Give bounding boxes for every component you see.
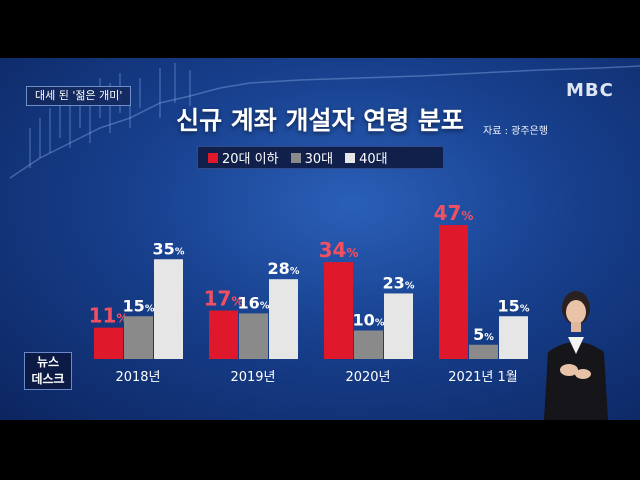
bar-40s: [384, 293, 413, 359]
news-badge-line1: 뉴스: [36, 355, 60, 369]
data-label: 15%: [123, 296, 155, 315]
data-label: 16%: [238, 293, 270, 312]
data-label: 5%: [473, 325, 494, 344]
data-label: 34%: [319, 238, 359, 262]
legend-label: 30대: [304, 152, 334, 167]
chart-legend: 20대 이하 30대 40대: [197, 146, 444, 169]
bar-30s: [239, 313, 268, 359]
chart-source: 자료 : 광주은행: [483, 126, 548, 137]
bar-20s: [439, 225, 468, 359]
data-label: 47%: [434, 201, 474, 225]
sign-language-interpreter: [544, 291, 608, 420]
bar-20s: [324, 262, 353, 359]
bar-30s: [469, 344, 498, 359]
news-badge-line2: 데스크: [31, 372, 65, 386]
bar-30s: [124, 316, 153, 359]
category-label: 2020년: [345, 370, 390, 385]
bar-30s: [354, 330, 383, 359]
chart-title: 신규 계좌 개설자 연령 분포: [176, 106, 464, 135]
broadcast-frame: 대세 된 '젊은 개미' MBC 신규 계좌 개설자 연령 분포 자료 : 광주…: [0, 58, 640, 420]
topic-caption: 대세 된 '젊은 개미': [26, 86, 132, 106]
bar-40s: [154, 259, 183, 359]
bar-20s: [94, 327, 123, 359]
data-label: 23%: [383, 273, 415, 292]
news-desk-badge: 뉴스 데스크: [24, 352, 72, 390]
data-label: 15%: [498, 296, 530, 315]
legend-swatch: [345, 152, 356, 163]
category-label: 2021년 1월: [448, 370, 517, 385]
bar-20s: [209, 310, 238, 359]
data-label: 28%: [268, 259, 300, 278]
data-label: 10%: [353, 311, 385, 330]
legend-swatch: [290, 152, 301, 163]
data-label: 17%: [204, 287, 244, 311]
legend-label: 40대: [359, 152, 388, 167]
legend-swatch: [208, 152, 218, 163]
legend-label: 20대 이하: [222, 152, 279, 167]
bar-chart: 11%15%35%2018년17%16%28%2019년34%10%23%202…: [89, 201, 530, 385]
legend-item-20s: 20대 이하: [208, 148, 279, 167]
legend-item-30s: 30대: [290, 148, 334, 167]
mbc-logo: MBC: [566, 80, 614, 101]
data-label: 35%: [153, 239, 185, 258]
bar-40s: [269, 279, 298, 359]
bar-40s: [499, 316, 528, 359]
category-label: 2018년: [115, 370, 160, 385]
legend-item-40s: 40대: [345, 148, 388, 167]
data-label: 11%: [89, 304, 129, 328]
category-label: 2019년: [230, 370, 275, 385]
